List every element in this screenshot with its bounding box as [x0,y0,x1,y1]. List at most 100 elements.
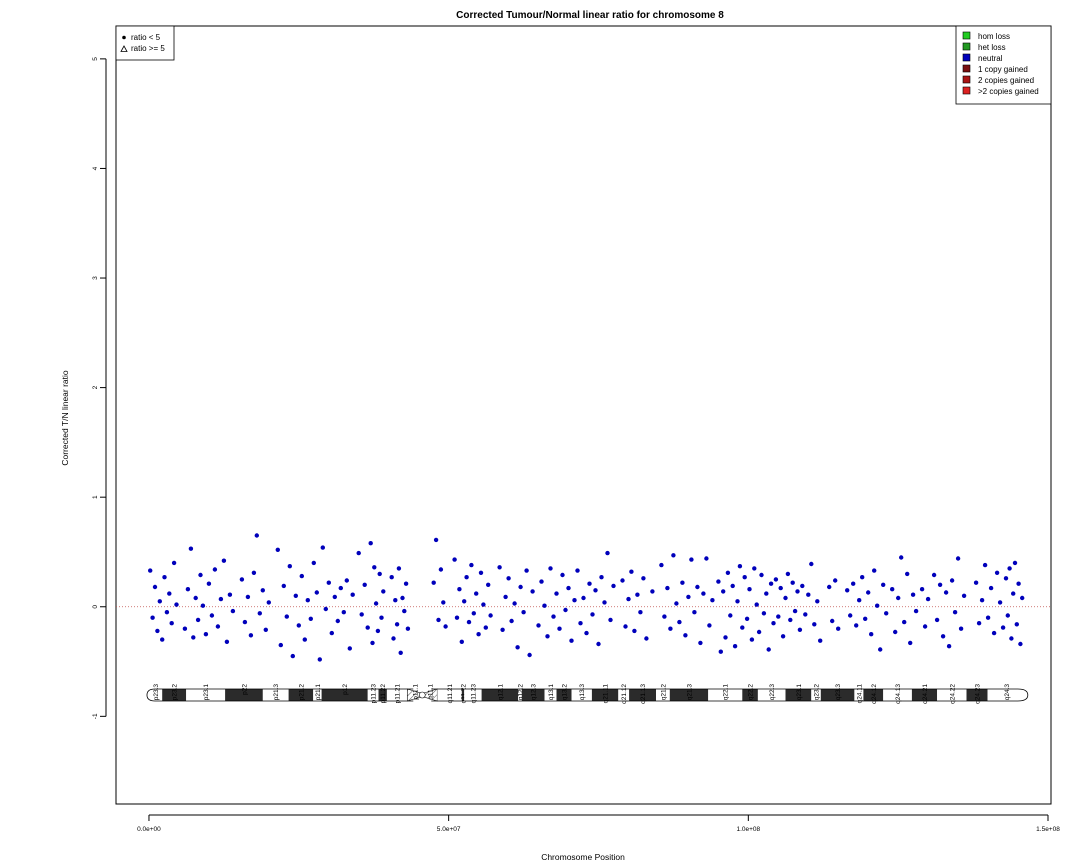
data-point-0-180 [725,570,731,575]
data-point-0-190 [749,637,755,642]
band-label-p11.21: p11.21 [395,684,402,704]
data-point-0-60 [335,618,340,624]
shape-legend-label-0: ratio < 5 [131,33,161,42]
data-point-0-125 [545,634,550,639]
data-point-0-22 [209,613,215,618]
data-point-0-176 [716,579,721,584]
data-point-0-56 [323,606,328,612]
data-point-0-97 [459,639,464,644]
band-label-q21.13: q21.13 [640,684,647,704]
data-point-0-120 [527,652,532,658]
data-point-0-235 [884,611,889,616]
band-p11.21 [386,689,408,701]
color-swatch-2 [962,53,971,62]
data-point-0-158 [659,562,664,568]
chromosome-ideogram: p23.3 p23.2 p23.1 p22 p21.3 p21.2 p21.1 p12 p11.… [146,684,1029,704]
data-point-0-222 [845,588,850,593]
data-point-0-124 [542,603,547,608]
data-point-0-3 [155,628,160,634]
data-point-0-223 [848,613,853,618]
data-point-0-67 [359,612,364,617]
data-point-0-100 [466,619,472,625]
data-point-0-93 [443,624,448,629]
data-point-0-37 [260,588,265,593]
band-label-q24.11: q24.11 [856,684,863,704]
data-point-0-178 [721,589,726,594]
data-point-0-138 [584,630,589,636]
data-point-0-53 [314,590,319,595]
band-q21.2 [656,689,670,701]
x-tick-label-2: 1.0e+08 [736,826,760,833]
band-label-q24.23: q24.23 [975,684,982,704]
data-point-0-186 [740,625,745,630]
data-point-0-44 [287,564,292,569]
band-label-q12.1: q12.1 [497,684,504,701]
data-point-0-267 [997,600,1003,605]
data-point-0-129 [557,626,562,631]
data-point-0-19 [200,603,206,608]
data-point-0-184 [735,599,740,604]
color-legend: hom loss het loss neutral 1 copy gained 2 co… [955,25,1052,105]
data-point-0-99 [464,575,469,580]
data-point-0-89 [433,537,439,543]
band-p11.23 [367,689,379,701]
data-point-0-88 [431,580,436,585]
data-point-0-245 [919,587,925,592]
data-point-0-271 [1007,566,1012,571]
data-point-0-65 [350,592,355,597]
data-point-0-246 [922,624,928,629]
data-point-0-20 [203,632,209,637]
band-q12.1 [481,689,519,701]
band-label-q13.3: q13.3 [579,684,586,701]
data-point-0-98 [462,599,467,604]
data-point-0-57 [326,580,331,585]
band-label-p23.3: p23.3 [153,684,160,701]
data-point-0-81 [394,622,400,627]
data-point-0-203 [780,634,786,639]
data-point-0-106 [481,602,486,607]
x-tick-label-0: 0.0e+00 [137,826,161,833]
data-point-0-47 [296,623,301,628]
data-point-0-68 [362,582,367,587]
data-point-0-149 [623,624,628,629]
data-point-0-63 [344,578,349,583]
data-point-0-48 [299,573,304,579]
y-axis: -1 0 1 2 3 4 5 [92,57,107,719]
y-tick-label-4: 3 [92,276,99,280]
data-point-0-109 [488,613,493,618]
data-point-0-243 [910,592,916,597]
data-point-0-276 [1016,581,1021,586]
data-point-0-134 [572,598,577,603]
y-tick-label-0: -1 [92,713,99,719]
band-q23.1 [785,689,812,701]
band-label-p21.3: p21.3 [273,684,280,701]
data-point-0-71 [370,640,375,646]
data-point-0-259 [973,580,979,585]
data-point-0-255 [952,610,958,615]
data-point-0-43 [284,614,289,619]
data-point-0-64 [347,646,352,651]
band-label-p11.22: p11.22 [380,684,387,704]
data-point-0-132 [566,585,571,591]
data-point-0-164 [677,619,682,625]
data-point-0-55 [320,545,325,550]
x-tick-label-1: 5.0e+07 [437,826,461,833]
band-p23.3 [149,689,163,701]
color-swatch-5 [962,86,971,95]
data-point-0-189 [747,587,752,592]
data-point-0-127 [551,614,556,619]
data-point-0-50 [305,598,310,603]
shape-legend-box [115,25,175,61]
band-q22.1 [708,689,743,701]
data-point-0-250 [937,582,943,587]
band-label-p21.1: p21.1 [315,684,322,701]
data-point-0-197 [766,647,771,652]
data-point-0-253 [946,644,952,649]
data-point-0-173 [704,556,709,561]
color-swatch-1 [962,42,971,51]
data-point-0-49 [302,637,307,642]
data-point-0-76 [379,615,384,620]
data-point-0-61 [338,585,343,591]
band-label-q23.3: q23.3 [835,684,842,701]
